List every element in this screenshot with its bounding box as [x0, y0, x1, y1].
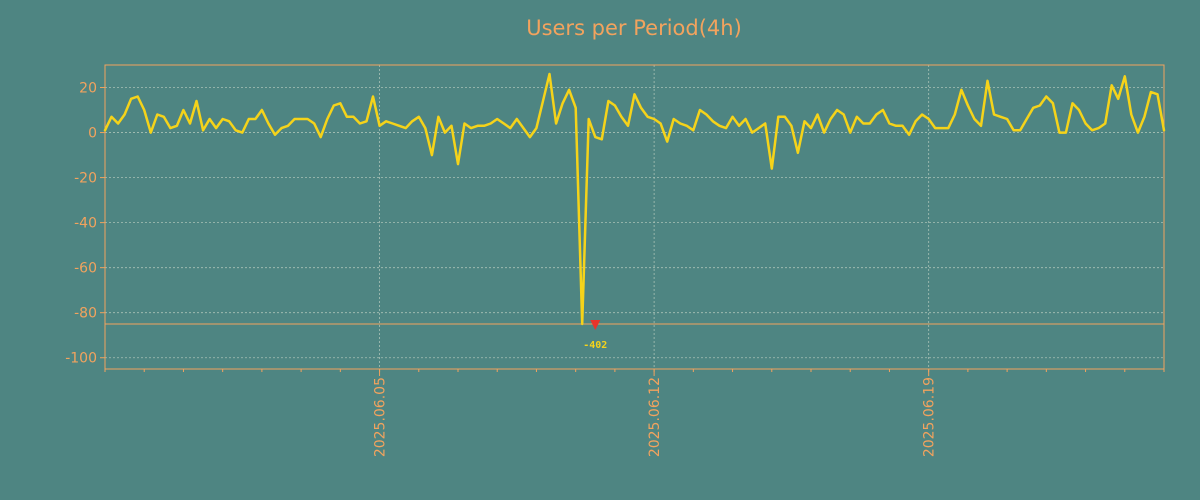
y-tick-label: 0 [88, 126, 97, 142]
off-scale-marker [590, 319, 601, 330]
grid [105, 65, 1164, 369]
x-tick-label: 2025.06.05 [373, 377, 389, 457]
y-tick-label: 20 [79, 81, 97, 97]
series-line [103, 72, 1166, 326]
chart-title: Users per Period(4h) [526, 16, 742, 40]
x-tick-label: 2025.06.12 [647, 377, 663, 457]
y-tick-label: -40 [74, 216, 97, 232]
y-tick-label: -60 [74, 261, 97, 277]
y-tick-label: -20 [74, 171, 97, 187]
plot-frame [104, 64, 1165, 370]
x-tick-label: 2025.06.19 [922, 377, 938, 457]
series-layer [103, 72, 1166, 326]
axes: 20 0 -20 -40 -60 -80 -100 2025.06.05 2025.06.12 2… [65, 64, 1165, 457]
annotation-label: -402 [583, 340, 607, 351]
y-tick-label: -80 [74, 306, 97, 322]
annotation-layer: -402 [583, 319, 607, 351]
y-tick-label: -100 [65, 351, 97, 367]
